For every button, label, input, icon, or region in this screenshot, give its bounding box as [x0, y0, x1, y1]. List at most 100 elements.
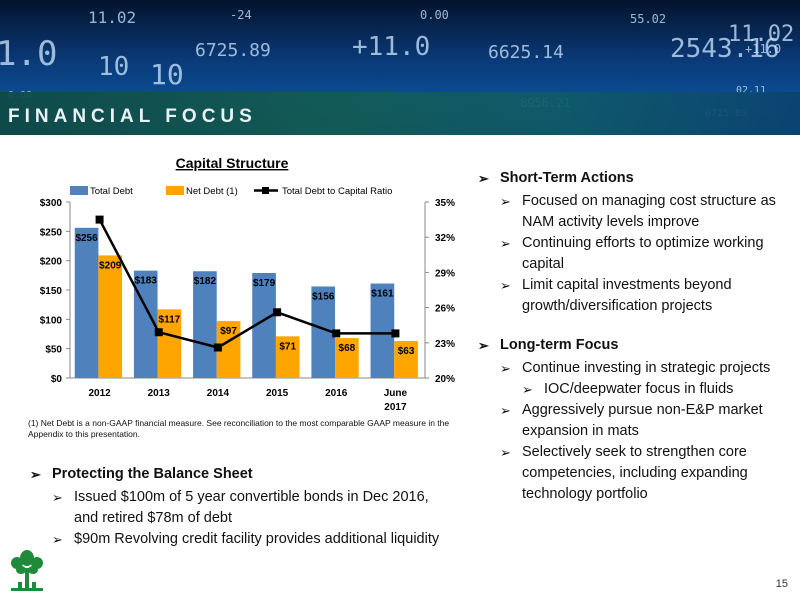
data-label-net-debt: $71 [279, 341, 296, 352]
y-left-tick-label: $250 [40, 227, 63, 238]
banner-ticker-number: 6725.89 [195, 40, 271, 61]
banner-ticker-number: -24 [230, 8, 252, 22]
legend-marker-ratio [262, 187, 269, 194]
arrow-icon: ➢ [52, 532, 63, 547]
right-bullets: ➢ Short-Term Actions ➢ Focused on managi… [478, 168, 788, 505]
bar-total-debt [370, 283, 395, 378]
ratio-point [154, 328, 163, 337]
arrow-icon: ➢ [500, 403, 511, 418]
y-right-tick-label: 26% [435, 304, 455, 315]
ratio-point [391, 329, 400, 338]
balance-sheet-item: ➢ $90m Revolving credit facility provide… [52, 529, 450, 550]
ratio-line [98, 219, 396, 349]
long-term-item: ➢ Selectively seek to strengthen core co… [500, 444, 748, 502]
short-term-item: ➢ Focused on managing cost structure as … [500, 193, 776, 230]
data-label-net-debt: $68 [339, 343, 356, 354]
data-label-net-debt: $209 [99, 260, 122, 271]
bar-net-debt [98, 255, 123, 378]
arrow-icon: ➢ [522, 382, 533, 397]
y-left-tick-label: $100 [40, 315, 63, 326]
arrow-icon: ➢ [500, 278, 511, 293]
arrow-icon: ➢ [500, 361, 511, 376]
bar-net-debt [394, 341, 418, 378]
long-term-item: ➢ Continue investing in strategic projec… [500, 358, 788, 379]
bar-net-debt [275, 336, 300, 378]
banner-ticker-number: 10 [150, 58, 184, 91]
legend-swatch-total-debt [70, 186, 88, 195]
arrow-icon: ➢ [500, 194, 511, 209]
bar-total-debt [252, 272, 276, 378]
x-tick-label: 2016 [325, 388, 348, 399]
legend-label-total-debt: Total Debt [90, 186, 133, 197]
x-tick-label: June [384, 388, 408, 399]
y-left-tick-label: $50 [45, 345, 62, 356]
banner-ticker-number: 11.02 [728, 22, 795, 47]
banner-ticker-number: 10 [98, 52, 130, 82]
bar-total-debt [74, 227, 99, 378]
y-right-tick-label: 35% [435, 198, 455, 209]
short-term-item: ➢ Continuing efforts to optimize working… [500, 235, 764, 272]
arrow-icon: ➢ [500, 236, 511, 251]
bar-net-debt [157, 309, 182, 378]
data-label-total-debt: $256 [75, 233, 98, 244]
arrow-icon: ➢ [30, 467, 41, 482]
banner-ticker-number: 11.02 [88, 8, 137, 27]
arrow-icon: ➢ [478, 171, 489, 186]
y-left-tick-label: $300 [40, 198, 63, 209]
short-term-heading: ➢ Short-Term Actions [478, 168, 788, 189]
ratio-point [95, 215, 104, 224]
banner-ticker-number: +11.0 [352, 32, 431, 62]
banner-ticker-number: 0.00 [420, 8, 449, 22]
banner-ticker-number: 02.11 [736, 85, 767, 96]
bar-total-debt [193, 271, 217, 378]
bar-net-debt [216, 321, 241, 378]
balance-sheet-heading: ➢ Protecting the Balance Sheet [30, 464, 450, 485]
data-label-total-debt: $183 [135, 276, 158, 287]
arrow-icon: ➢ [500, 445, 511, 460]
x-tick-label: 2012 [88, 388, 111, 399]
y-left-tick-label: $200 [40, 257, 63, 268]
data-label-total-debt: $156 [312, 291, 335, 302]
company-logo-icon [11, 550, 43, 591]
y-right-tick-label: 29% [435, 268, 455, 279]
ratio-point [332, 329, 341, 338]
legend-swatch-net-debt [166, 186, 184, 195]
long-term-sub-item: ➢ IOC/deepwater focus in fluids [522, 379, 788, 400]
y-right-tick-label: 23% [435, 339, 455, 350]
ratio-point [213, 343, 222, 352]
chart-footnote: (1) Net Debt is a non-GAAP financial mea… [28, 418, 450, 439]
balance-sheet-item: ➢ Issued $100m of 5 year convertible bon… [52, 489, 429, 526]
data-label-total-debt: $161 [371, 289, 394, 300]
long-term-item: ➢ Aggressively pursue non-E&P market exp… [500, 402, 763, 439]
data-label-net-debt: $97 [220, 326, 237, 337]
x-tick-label: 2013 [148, 388, 171, 399]
data-label-total-debt: $182 [194, 276, 217, 287]
long-term-heading: ➢ Long-term Focus [478, 335, 788, 356]
chart-svg: Capital Structure Total Debt Net Debt (1) T… [40, 155, 455, 413]
arrow-icon: ➢ [478, 338, 489, 353]
x-tick-label: 2014 [207, 388, 230, 399]
data-label-net-debt: $63 [398, 346, 415, 357]
y-right-tick-label: 20% [435, 374, 455, 385]
y-right-tick-label: 32% [435, 233, 455, 244]
legend-label-ratio: Total Debt to Capital Ratio [282, 186, 392, 197]
x-tick-label: 2017 [384, 402, 407, 413]
legend-label-net-debt: Net Debt (1) [186, 186, 238, 197]
y-left-tick-label: $150 [40, 286, 63, 297]
short-term-item: ➢ Limit capital investments beyond growt… [500, 277, 732, 314]
banner-ticker-number: 2543.16 [670, 34, 780, 64]
capital-structure-chart: Capital Structure Total Debt Net Debt (1) T… [0, 148, 470, 448]
banner-band [0, 92, 800, 135]
page-number: 15 [775, 578, 788, 590]
header-banner: 1.011.02100.006725.89+11.06625.140.00-24… [0, 0, 800, 135]
left-bullets: ➢ Protecting the Balance Sheet ➢ Issued … [30, 464, 450, 550]
arrow-icon: ➢ [52, 490, 63, 505]
banner-ticker-number: +11.0 [745, 42, 782, 56]
bar-net-debt [335, 338, 359, 378]
data-label-total-debt: $179 [253, 278, 276, 289]
page-title: FINANCIAL FOCUS [8, 106, 257, 127]
x-tick-label: 2015 [266, 388, 289, 399]
bar-total-debt [311, 286, 336, 378]
chart-title: Capital Structure [176, 155, 289, 171]
banner-ticker-number: 6625.14 [488, 42, 564, 63]
